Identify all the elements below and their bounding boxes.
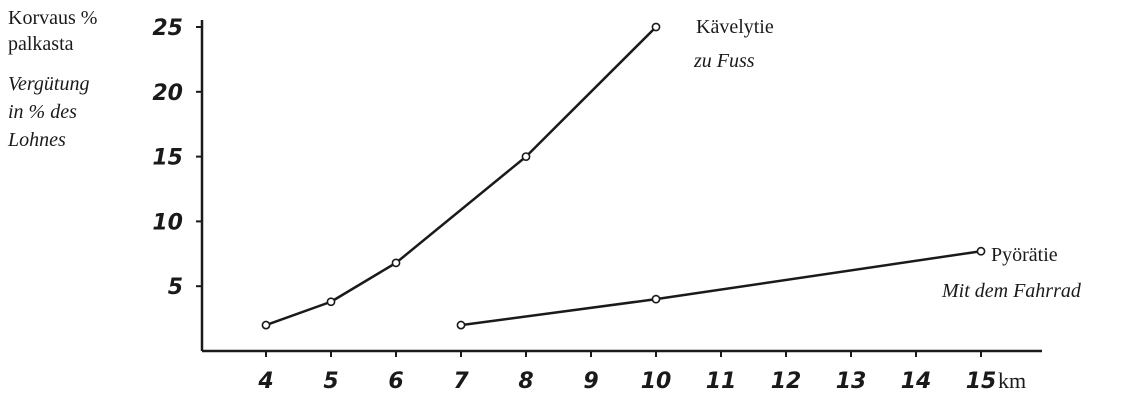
data-point-walking bbox=[391, 258, 401, 268]
y-axis-label-fi-line2: palkasta bbox=[8, 33, 74, 55]
x-tick-label: 9 bbox=[583, 369, 598, 393]
data-point-walking bbox=[651, 22, 661, 32]
y-tick-label: 25 bbox=[152, 16, 183, 41]
data-point-walking bbox=[521, 152, 531, 161]
x-tick-label: 5 bbox=[323, 369, 338, 393]
series-line-walking bbox=[265, 26, 657, 327]
axes bbox=[196, 20, 1042, 357]
y-tick-label: 10 bbox=[152, 210, 183, 235]
y-tick-label: 5 bbox=[168, 275, 183, 300]
series-group bbox=[261, 22, 986, 330]
y-tick-label: 15 bbox=[152, 146, 183, 171]
x-tick-label: 8 bbox=[518, 369, 533, 393]
x-tick-label: 15 bbox=[966, 369, 997, 393]
data-point-walking bbox=[326, 297, 336, 307]
x-tick-label: 6 bbox=[388, 369, 403, 393]
series-label-walking-fi: Kävelytie bbox=[696, 16, 774, 38]
series-label-bicycle-de: Mit dem Fahrrad bbox=[942, 280, 1081, 302]
y-tick-label: 20 bbox=[152, 81, 183, 106]
series-line-bicycle bbox=[460, 249, 982, 327]
y-axis-label-de-line1: Vergütung bbox=[8, 73, 90, 95]
series-label-bicycle-fi: Pyörätie bbox=[991, 244, 1058, 266]
x-tick-label: 13 bbox=[836, 369, 867, 393]
x-tick-label: 7 bbox=[453, 369, 469, 393]
x-tick-label: 11 bbox=[706, 369, 737, 393]
x-tick-label: 14 bbox=[901, 369, 932, 393]
data-point-bicycle bbox=[976, 246, 986, 256]
data-point-walking bbox=[261, 320, 271, 330]
x-tick-label: 12 bbox=[771, 369, 802, 393]
y-axis-label-de-line2: in % des bbox=[8, 101, 77, 123]
data-point-bicycle bbox=[456, 320, 466, 330]
series-label-walking-de: zu Fuss bbox=[694, 50, 755, 72]
y-axis-label-fi-line1: Korvaus % bbox=[8, 7, 98, 29]
x-tick-label: 10 bbox=[641, 369, 672, 393]
x-tick-label: 4 bbox=[257, 369, 273, 393]
x-axis-unit-label: km bbox=[998, 368, 1026, 393]
data-point-bicycle bbox=[651, 294, 661, 304]
y-axis-label-de-line3: Lohnes bbox=[8, 129, 66, 151]
